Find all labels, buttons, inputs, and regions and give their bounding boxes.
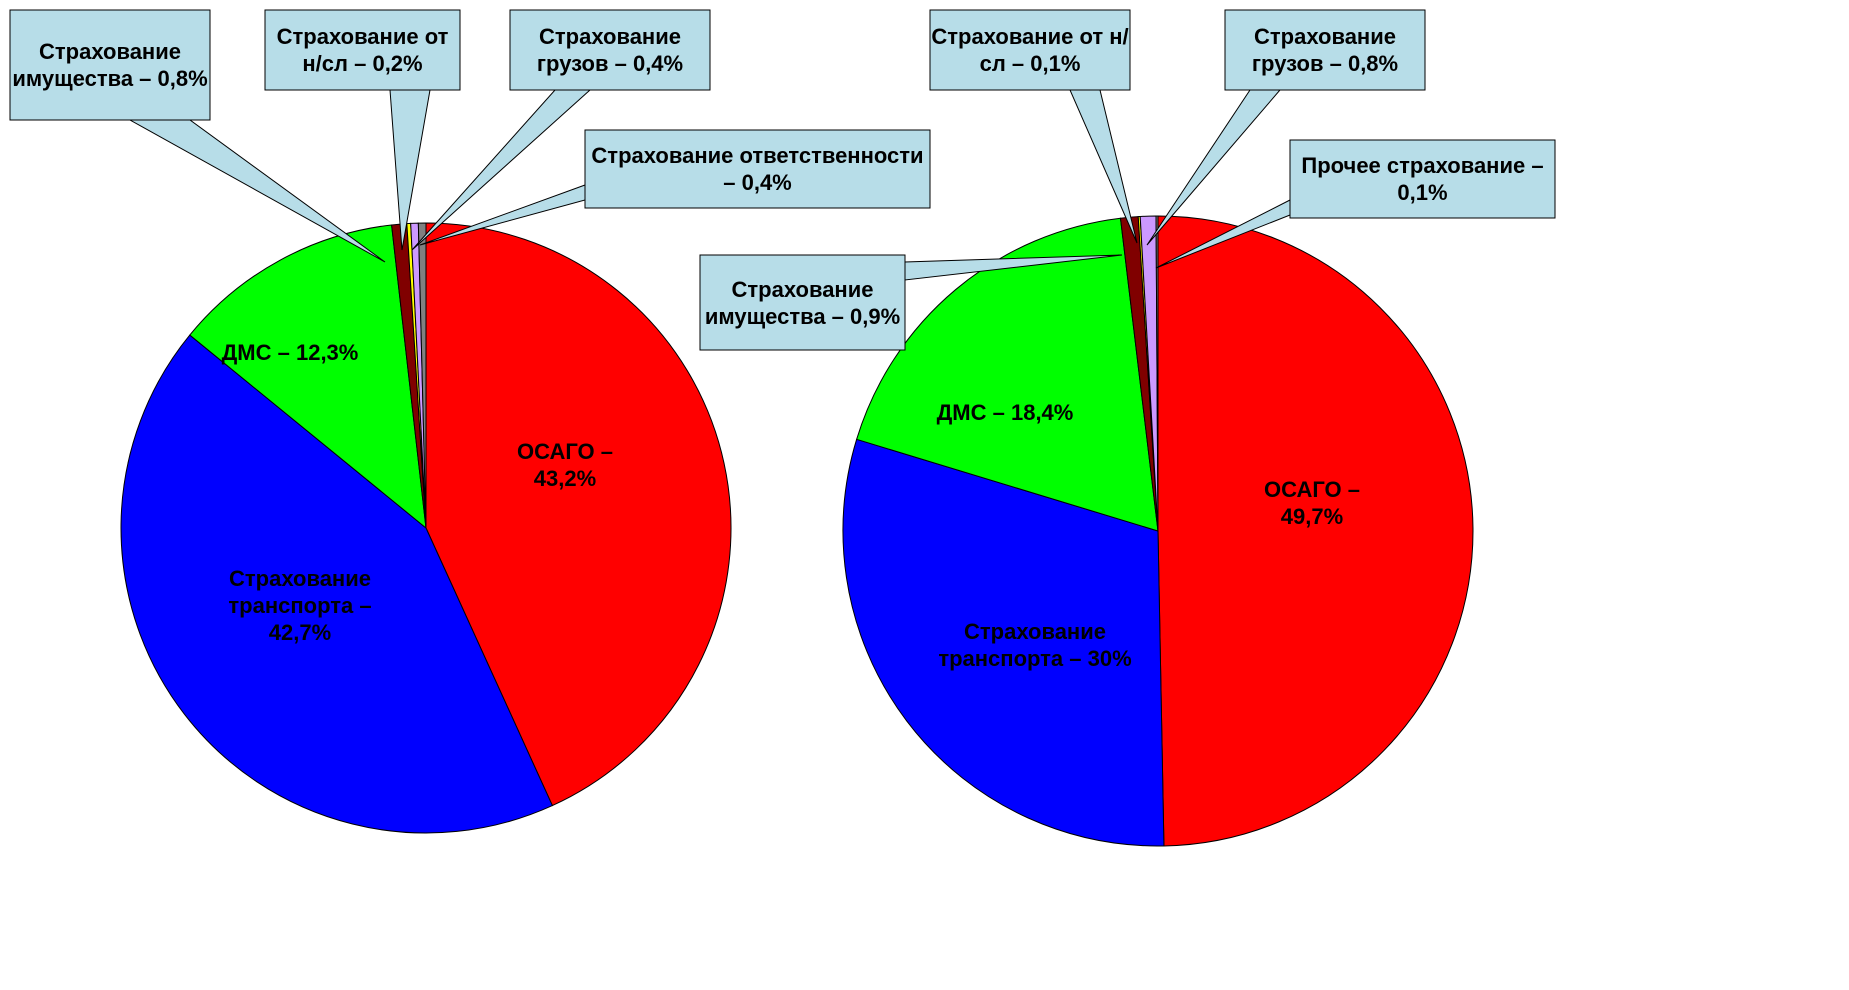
slice-label: Прочее страхование – 0,1% [1301,153,1544,205]
pie-slice [425,222,732,807]
slice-label: Страхование транспорта – 30% [938,619,1132,671]
slice-label: Страхование грузов – 0,8% [1251,24,1399,76]
pie-slice [417,222,427,529]
slice-label: ОСАГО – 43,2% [517,439,613,491]
leader [411,89,592,251]
pie-slice [120,334,554,834]
callout-box [1224,9,1426,91]
slice-label: Страхование от н/сл – 0,2% [276,24,449,76]
slice-label: ДМС – 12,3% [221,340,359,365]
slice-label: ОСАГО – 49,7% [1264,477,1360,529]
pie-slice [856,217,1159,532]
callout-box [699,254,906,351]
slice-label: ДМС – 18,4% [936,400,1074,425]
pie-slice [189,224,427,530]
slice-label: Страхование имущества – 0,9% [704,276,901,329]
pie-slice [1155,215,1159,532]
callout-box [264,9,461,91]
pie-slice [842,438,1165,847]
callout-box [1289,139,1556,219]
callout-box [929,9,1131,91]
leader [1069,89,1138,244]
slice-label: Страхование от н/сл – 0,1% [931,24,1129,76]
slice-label: Страхование грузов – 0,4% [536,24,684,76]
slice-label: Страхование транспорта – 42,7% [228,565,372,645]
callout-box [584,129,931,209]
slice-label: Страхование ответственности – 0,4% [591,143,924,195]
slice-label: Страхование имущества – 0,8% [12,39,208,91]
leader [128,119,386,263]
callout-box [509,9,711,91]
callout-box [9,9,211,121]
pie-slice [1157,215,1474,847]
